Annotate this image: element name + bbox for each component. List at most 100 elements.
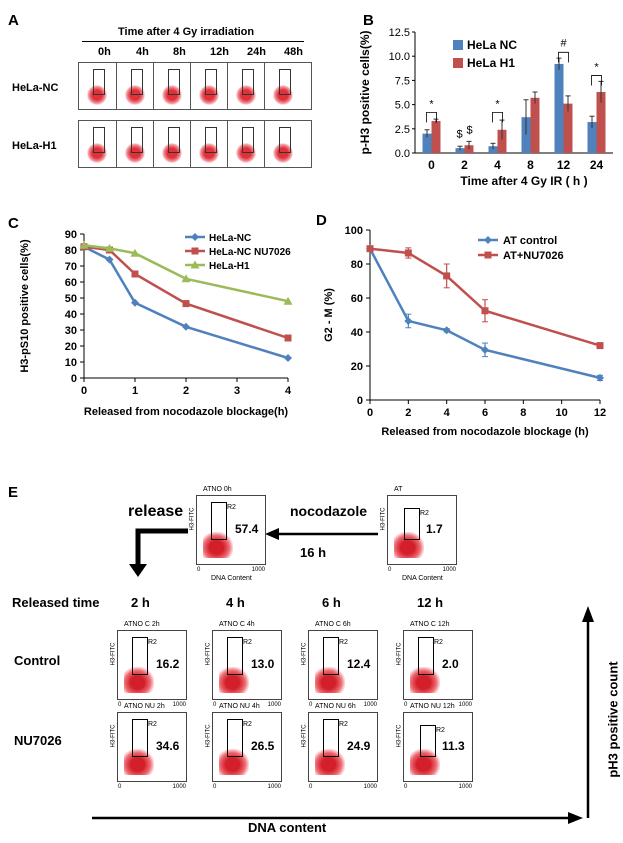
bar <box>587 122 597 153</box>
thumbnail-cells <box>125 143 145 163</box>
y-tick-label: 0 <box>357 395 363 407</box>
gate-percentage: 1.7 <box>426 522 443 536</box>
x-tick-label: 0 <box>118 784 122 790</box>
gate-label: R2 <box>227 504 236 511</box>
legend-label: HeLa-H1 <box>209 261 250 272</box>
data-point <box>404 316 413 325</box>
plot-y-label: H3-FITC <box>380 507 387 531</box>
gate-label: R2 <box>339 639 348 646</box>
nocodazole-label: nocodazole <box>290 503 368 519</box>
bar <box>488 146 498 153</box>
gate-r2 <box>227 637 243 675</box>
x-tick-label: 1000 <box>458 784 472 790</box>
plot-title: ATNO NU 4h <box>219 703 260 710</box>
y-tick-label: 0.0 <box>395 148 410 160</box>
cell-population <box>315 749 345 775</box>
time-label: 6 h <box>322 595 341 610</box>
y-tick-label: 5.0 <box>395 100 410 112</box>
gate-percentage: 24.9 <box>347 739 371 753</box>
thumbnail-gate <box>131 127 143 153</box>
significance-marker: # <box>560 38 567 50</box>
data-point <box>596 342 604 350</box>
x-tick-label: 1000 <box>251 567 265 573</box>
panel-a-row-label: HeLa-NC <box>12 82 59 94</box>
data-point <box>596 373 604 382</box>
significance-bracket <box>591 75 602 86</box>
x-tick-label: 8 <box>520 407 526 419</box>
legend-label: HeLa-NC <box>209 233 251 244</box>
time-label: 2 h <box>131 595 150 610</box>
thumbnail-gate <box>168 127 180 153</box>
data-point <box>105 243 114 252</box>
x-tick-label: 0 <box>309 702 313 708</box>
x-axis-label: Time after 4 Gy IR ( h ) <box>460 174 587 188</box>
flow-cytometry-plot: ATNO C 2h H3-FITC R2 16.2 0 1000 <box>111 621 187 708</box>
ph3-positive-count-label: pH3 positive count <box>605 661 621 778</box>
data-point <box>484 236 492 244</box>
bar <box>422 133 432 153</box>
x-tick-label: 8 <box>527 158 534 172</box>
gate-r2 <box>404 508 420 540</box>
panel-label-c: C <box>8 215 19 232</box>
flow-thumbnail <box>264 62 312 110</box>
plot-title: ATNO 0h <box>203 486 232 493</box>
x-axis-label: Released from nocodazole blockage (h) <box>381 426 589 438</box>
x-tick-label: 0 <box>367 407 373 419</box>
x-tick-label: 12 <box>557 158 571 172</box>
thumbnail-gate <box>93 69 105 95</box>
dna-content-label: DNA content <box>248 820 327 835</box>
data-point <box>484 251 492 259</box>
y-tick-label: 20 <box>65 341 77 353</box>
thumbnail-gate <box>205 127 217 153</box>
panel-label-d: D <box>316 212 327 229</box>
data-point <box>182 300 190 308</box>
gate-label: R2 <box>243 639 252 646</box>
x-tick-label: 0 <box>309 784 313 790</box>
x-tick-label: 12 <box>594 407 606 419</box>
thumbnail-cells <box>162 143 182 163</box>
y-tick-label: 20 <box>351 361 363 373</box>
flow-cytometry-plot: AT H3-FITC R2 1.7 0 1000 DNA Content <box>381 486 457 582</box>
data-point <box>481 345 489 354</box>
thumbnail-gate <box>205 69 217 95</box>
significance-marker: $ <box>466 125 472 137</box>
y-tick-label: 50 <box>65 293 77 305</box>
duration-label: 16 h <box>300 545 327 560</box>
plot-title: ATNO NU 2h <box>124 703 165 710</box>
y-tick-label: 40 <box>351 327 363 339</box>
gate-percentage: 26.5 <box>251 739 275 753</box>
thumbnail-cells <box>125 85 145 105</box>
gate-label: R2 <box>148 639 157 646</box>
plot-title: ATNO NU 12h <box>410 703 455 710</box>
bar <box>563 103 573 153</box>
x-tick-label: 0 <box>388 567 392 573</box>
thumbnail-cells <box>273 143 293 163</box>
gate-r2 <box>211 502 227 540</box>
legend-label: HeLa H1 <box>467 56 515 70</box>
plot-y-label: H3-FITC <box>189 507 196 531</box>
data-point <box>443 272 451 280</box>
legend-swatch <box>453 58 463 68</box>
y-tick-label: 12.5 <box>389 27 410 39</box>
thumbnail-gate <box>93 127 105 153</box>
panel-a-column-label: 4h <box>136 46 149 58</box>
bar <box>530 97 540 153</box>
flow-cytometry-plot: ATNO C 4h H3-FITC R2 13.0 0 1000 <box>206 621 282 708</box>
cell-population <box>410 667 440 693</box>
panel-label-e: E <box>8 484 19 501</box>
gate-label: R2 <box>436 727 445 734</box>
gate-label: R2 <box>148 721 157 728</box>
data-point <box>130 248 140 257</box>
thumbnail-gate <box>242 127 254 153</box>
row-label-nu7026: NU7026 <box>14 733 62 748</box>
significance-bracket <box>558 51 569 63</box>
data-point <box>181 274 191 283</box>
x-tick-label: 0 <box>213 702 217 708</box>
panel-a-column-label: 24h <box>247 46 266 58</box>
cell-population <box>219 749 249 775</box>
data-point <box>442 326 451 335</box>
panel-a-row-label: HeLa-H1 <box>12 140 57 152</box>
data-point <box>131 270 139 278</box>
significance-bracket <box>426 111 437 123</box>
plot-title: ATNO C 2h <box>124 621 160 628</box>
